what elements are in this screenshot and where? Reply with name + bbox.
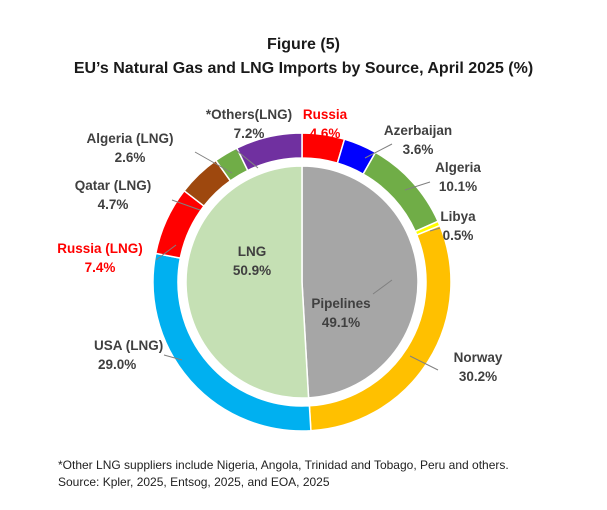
outer-value-label-others-lng: 7.2% [234, 126, 265, 141]
nested-donut-chart: Russia 4.6% Azerbaijan 3.6%Algeria 10.1% Liby… [57, 107, 503, 432]
outer-label-algeria-lng: Algeria (LNG) [86, 131, 173, 146]
outer-leader-russia-lng [155, 244, 177, 261]
outer-leader-algeria-lng [194, 151, 233, 174]
outer-leader-norway [409, 355, 439, 371]
outer-value-label-usa-lng: 29.0% [98, 357, 136, 372]
outer-label-qatar-lng: Qatar (LNG) [75, 178, 152, 193]
outer-value-label-algeria: 10.1% [439, 179, 477, 194]
outer-value-label-algeria-lng: 2.6% [115, 150, 146, 165]
outer-value-label-libya: 0.5% [443, 228, 474, 243]
inner-label-pipelines: Pipelines [311, 296, 370, 311]
outer-value-label-russia-lng: 7.4% [85, 260, 116, 275]
outer-leader-algeria [404, 181, 431, 191]
footnote-source: Source: Kpler, 2025, Entsog, 2025, and E… [58, 475, 330, 489]
outer-label-azerbaijan: Azerbaijan [384, 123, 452, 138]
outer-value-label-norway: 30.2% [459, 369, 497, 384]
outer-leader-usa-lng [163, 354, 183, 361]
inner-slice-lng [185, 165, 310, 399]
inner-value-label-pipelines: 49.1% [322, 315, 360, 330]
outer-value-label-qatar-lng: 4.7% [98, 197, 129, 212]
outer-value-label-azerbaijan: 3.6% [403, 142, 434, 157]
outer-label-russia-lng: Russia (LNG) [57, 241, 143, 256]
outer-label-others-lng: *Others(LNG) [206, 107, 292, 122]
outer-slice-others-lng [235, 132, 303, 172]
outer-label-libya: Libya [440, 209, 476, 224]
outer-leader-qatar-lng [171, 199, 201, 211]
outer-label-norway: Norway [454, 350, 503, 365]
inner-value-label-lng: 50.9% [233, 263, 271, 278]
outer-leader-azerbaijan [364, 143, 393, 159]
inner-leader-pipelines [372, 279, 393, 295]
figure-label: Figure (5) [267, 36, 340, 53]
outer-leader-others-lng [235, 149, 259, 169]
outer-label-algeria: Algeria [435, 160, 481, 175]
inner-label-lng: LNG [238, 244, 267, 259]
donut-separator [178, 158, 426, 406]
footnote-others: *Other LNG suppliers include Nigeria, An… [58, 458, 509, 472]
outer-label-usa-lng: USA (LNG) [94, 338, 163, 353]
chart-title: EU’s Natural Gas and LNG Imports by Sour… [73, 60, 534, 77]
outer-leader-libya [429, 227, 441, 232]
outer-value-label-russia: 4.6% [310, 126, 341, 141]
outer-label-russia: Russia [303, 107, 348, 122]
